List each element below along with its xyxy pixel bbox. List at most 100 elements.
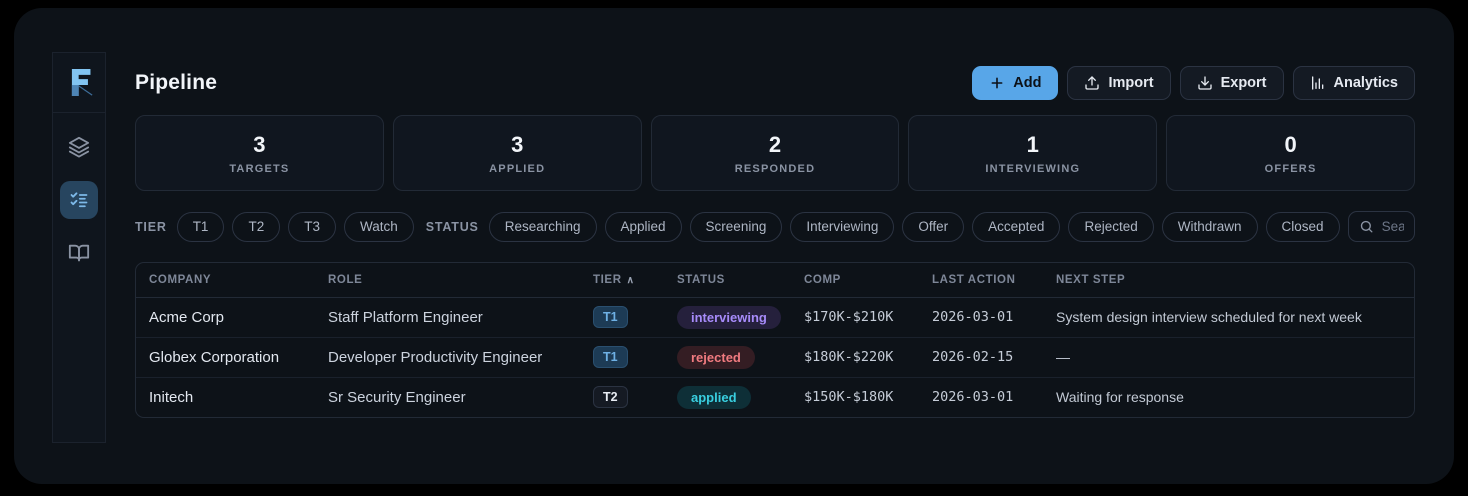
search-box[interactable]: [1347, 211, 1415, 242]
stat-card-responded: 2 RESPONDED: [650, 115, 900, 191]
analytics-button[interactable]: Analytics: [1292, 65, 1415, 100]
table-row[interactable]: Initech Sr Security Engineer T2 applied …: [136, 376, 1414, 417]
sort-asc-icon: ∧: [626, 274, 635, 286]
cell-status: interviewing: [664, 297, 791, 337]
tier-chip-t3[interactable]: T3: [288, 211, 336, 242]
import-button-label: Import: [1108, 74, 1154, 91]
status-chip-accepted[interactable]: Accepted: [972, 211, 1061, 242]
cell-tier: T1: [580, 336, 664, 377]
stat-label: OFFERS: [1264, 162, 1317, 175]
export-button-label: Export: [1220, 74, 1267, 91]
status-chip-screening[interactable]: Screening: [689, 211, 783, 242]
export-button[interactable]: Export: [1179, 65, 1284, 100]
status-badge: interviewing: [677, 305, 781, 329]
tier-badge: T1: [593, 306, 628, 328]
cell-role: Sr Security Engineer: [315, 376, 580, 417]
filter-bar: TIER T1 T2 T3 Watch STATUS Researching A…: [135, 211, 1415, 242]
col-header-status[interactable]: STATUS: [664, 263, 791, 298]
stat-value: 3: [511, 131, 524, 157]
col-header-tier[interactable]: TIER ∧: [580, 263, 664, 298]
stats-row: 3 TARGETS 3 APPLIED 2 RESPONDED 1 INTERV…: [135, 115, 1415, 191]
status-chip-offer[interactable]: Offer: [902, 211, 965, 242]
cell-role: Developer Productivity Engineer: [315, 336, 580, 377]
download-icon: [1197, 75, 1212, 90]
tier-chip-t2[interactable]: T2: [232, 211, 281, 242]
status-chip-rejected[interactable]: Rejected: [1068, 211, 1154, 242]
cell-last-action: 2026-03-01: [919, 376, 1043, 417]
app-window: Pipeline Add Import Export Analytics 3: [14, 8, 1454, 484]
stat-card-applied: 3 APPLIED: [392, 115, 642, 191]
add-button-label: Add: [1013, 74, 1042, 91]
page-header: Pipeline Add Import Export Analytics: [135, 65, 1415, 100]
table-row[interactable]: Globex Corporation Developer Productivit…: [136, 336, 1414, 377]
upload-icon: [1085, 75, 1100, 90]
tier-badge: T2: [593, 386, 628, 409]
header-actions: Add Import Export Analytics: [972, 65, 1415, 100]
app-logo[interactable]: [53, 53, 105, 113]
cell-next-step: —: [1043, 336, 1414, 377]
tier-badge: T1: [593, 346, 628, 368]
table-row[interactable]: Acme Corp Staff Platform Engineer T1 int…: [136, 297, 1414, 337]
stat-label: RESPONDED: [734, 162, 816, 175]
sidebar-item-docs[interactable]: [67, 241, 91, 265]
stat-card-targets: 3 TARGETS: [135, 115, 384, 191]
stat-label: APPLIED: [489, 162, 546, 175]
plus-icon: [991, 77, 1003, 88]
import-button[interactable]: Import: [1067, 65, 1171, 100]
col-header-next-step[interactable]: NEXT STEP: [1043, 263, 1414, 298]
status-chip-researching[interactable]: Researching: [488, 211, 597, 242]
tier-chip-t1[interactable]: T1: [176, 211, 225, 242]
stat-value: 3: [253, 131, 266, 157]
status-chip-withdrawn[interactable]: Withdrawn: [1161, 211, 1258, 242]
list-checks-icon: [70, 192, 88, 208]
sidebar: [52, 52, 106, 443]
status-chip-interviewing[interactable]: Interviewing: [790, 211, 895, 242]
bar-chart-icon: [1311, 75, 1323, 90]
search-icon: [1360, 220, 1373, 233]
cell-status: applied: [664, 376, 791, 417]
cell-company: Initech: [136, 376, 315, 417]
status-chip-applied[interactable]: Applied: [604, 211, 682, 242]
table-header-row: COMPANY ROLE TIER ∧ STATUS COMP LAST ACTI…: [136, 263, 1414, 298]
stat-value: 0: [1284, 131, 1297, 157]
stat-label: TARGETS: [229, 162, 290, 175]
cell-tier: T1: [580, 297, 664, 337]
sidebar-nav: [60, 113, 98, 265]
cell-comp: $150K-$180K: [791, 376, 919, 417]
analytics-button-label: Analytics: [1333, 74, 1398, 91]
cell-next-step: Waiting for response: [1043, 376, 1414, 417]
stat-value: 2: [768, 131, 782, 157]
sidebar-item-layers[interactable]: [67, 135, 91, 159]
col-header-role[interactable]: ROLE: [315, 263, 580, 298]
layers-icon: [68, 136, 90, 158]
status-chip-closed[interactable]: Closed: [1265, 211, 1340, 242]
stat-label: INTERVIEWING: [985, 162, 1081, 175]
cell-tier: T2: [580, 376, 664, 417]
cell-last-action: 2026-03-01: [932, 309, 1014, 325]
logo-f-icon: [71, 69, 92, 96]
cell-comp: $170K-$210K: [804, 309, 894, 325]
stat-card-offers: 0 OFFERS: [1166, 115, 1415, 191]
cell-comp: $180K-$220K: [791, 336, 919, 377]
stat-card-interviewing: 1 INTERVIEWING: [908, 115, 1158, 191]
col-header-last-action[interactable]: LAST ACTION: [919, 263, 1043, 298]
col-header-comp[interactable]: COMP: [791, 263, 919, 298]
stat-value: 1: [1026, 131, 1039, 157]
tier-chip-watch[interactable]: Watch: [343, 211, 414, 242]
cell-company: Globex Corporation: [136, 336, 315, 377]
pipeline-table: COMPANY ROLE TIER ∧ STATUS COMP LAST ACTI…: [135, 262, 1415, 418]
sidebar-item-pipeline-active[interactable]: [60, 181, 98, 219]
col-header-company[interactable]: COMPANY: [136, 263, 315, 298]
status-badge: rejected: [677, 345, 755, 369]
cell-next-step: System design interview scheduled for ne…: [1056, 309, 1362, 325]
status-filter-label: STATUS: [425, 219, 479, 234]
search-input[interactable]: [1381, 219, 1404, 234]
tier-filter-label: TIER: [135, 219, 167, 234]
cell-last-action: 2026-02-15: [919, 336, 1043, 377]
status-badge: applied: [677, 385, 751, 409]
book-open-icon: [68, 244, 90, 262]
cell-status: rejected: [664, 336, 791, 377]
cell-role: Staff Platform Engineer: [328, 308, 483, 326]
cell-company: Acme Corp: [149, 308, 225, 326]
add-button[interactable]: Add: [972, 65, 1059, 100]
